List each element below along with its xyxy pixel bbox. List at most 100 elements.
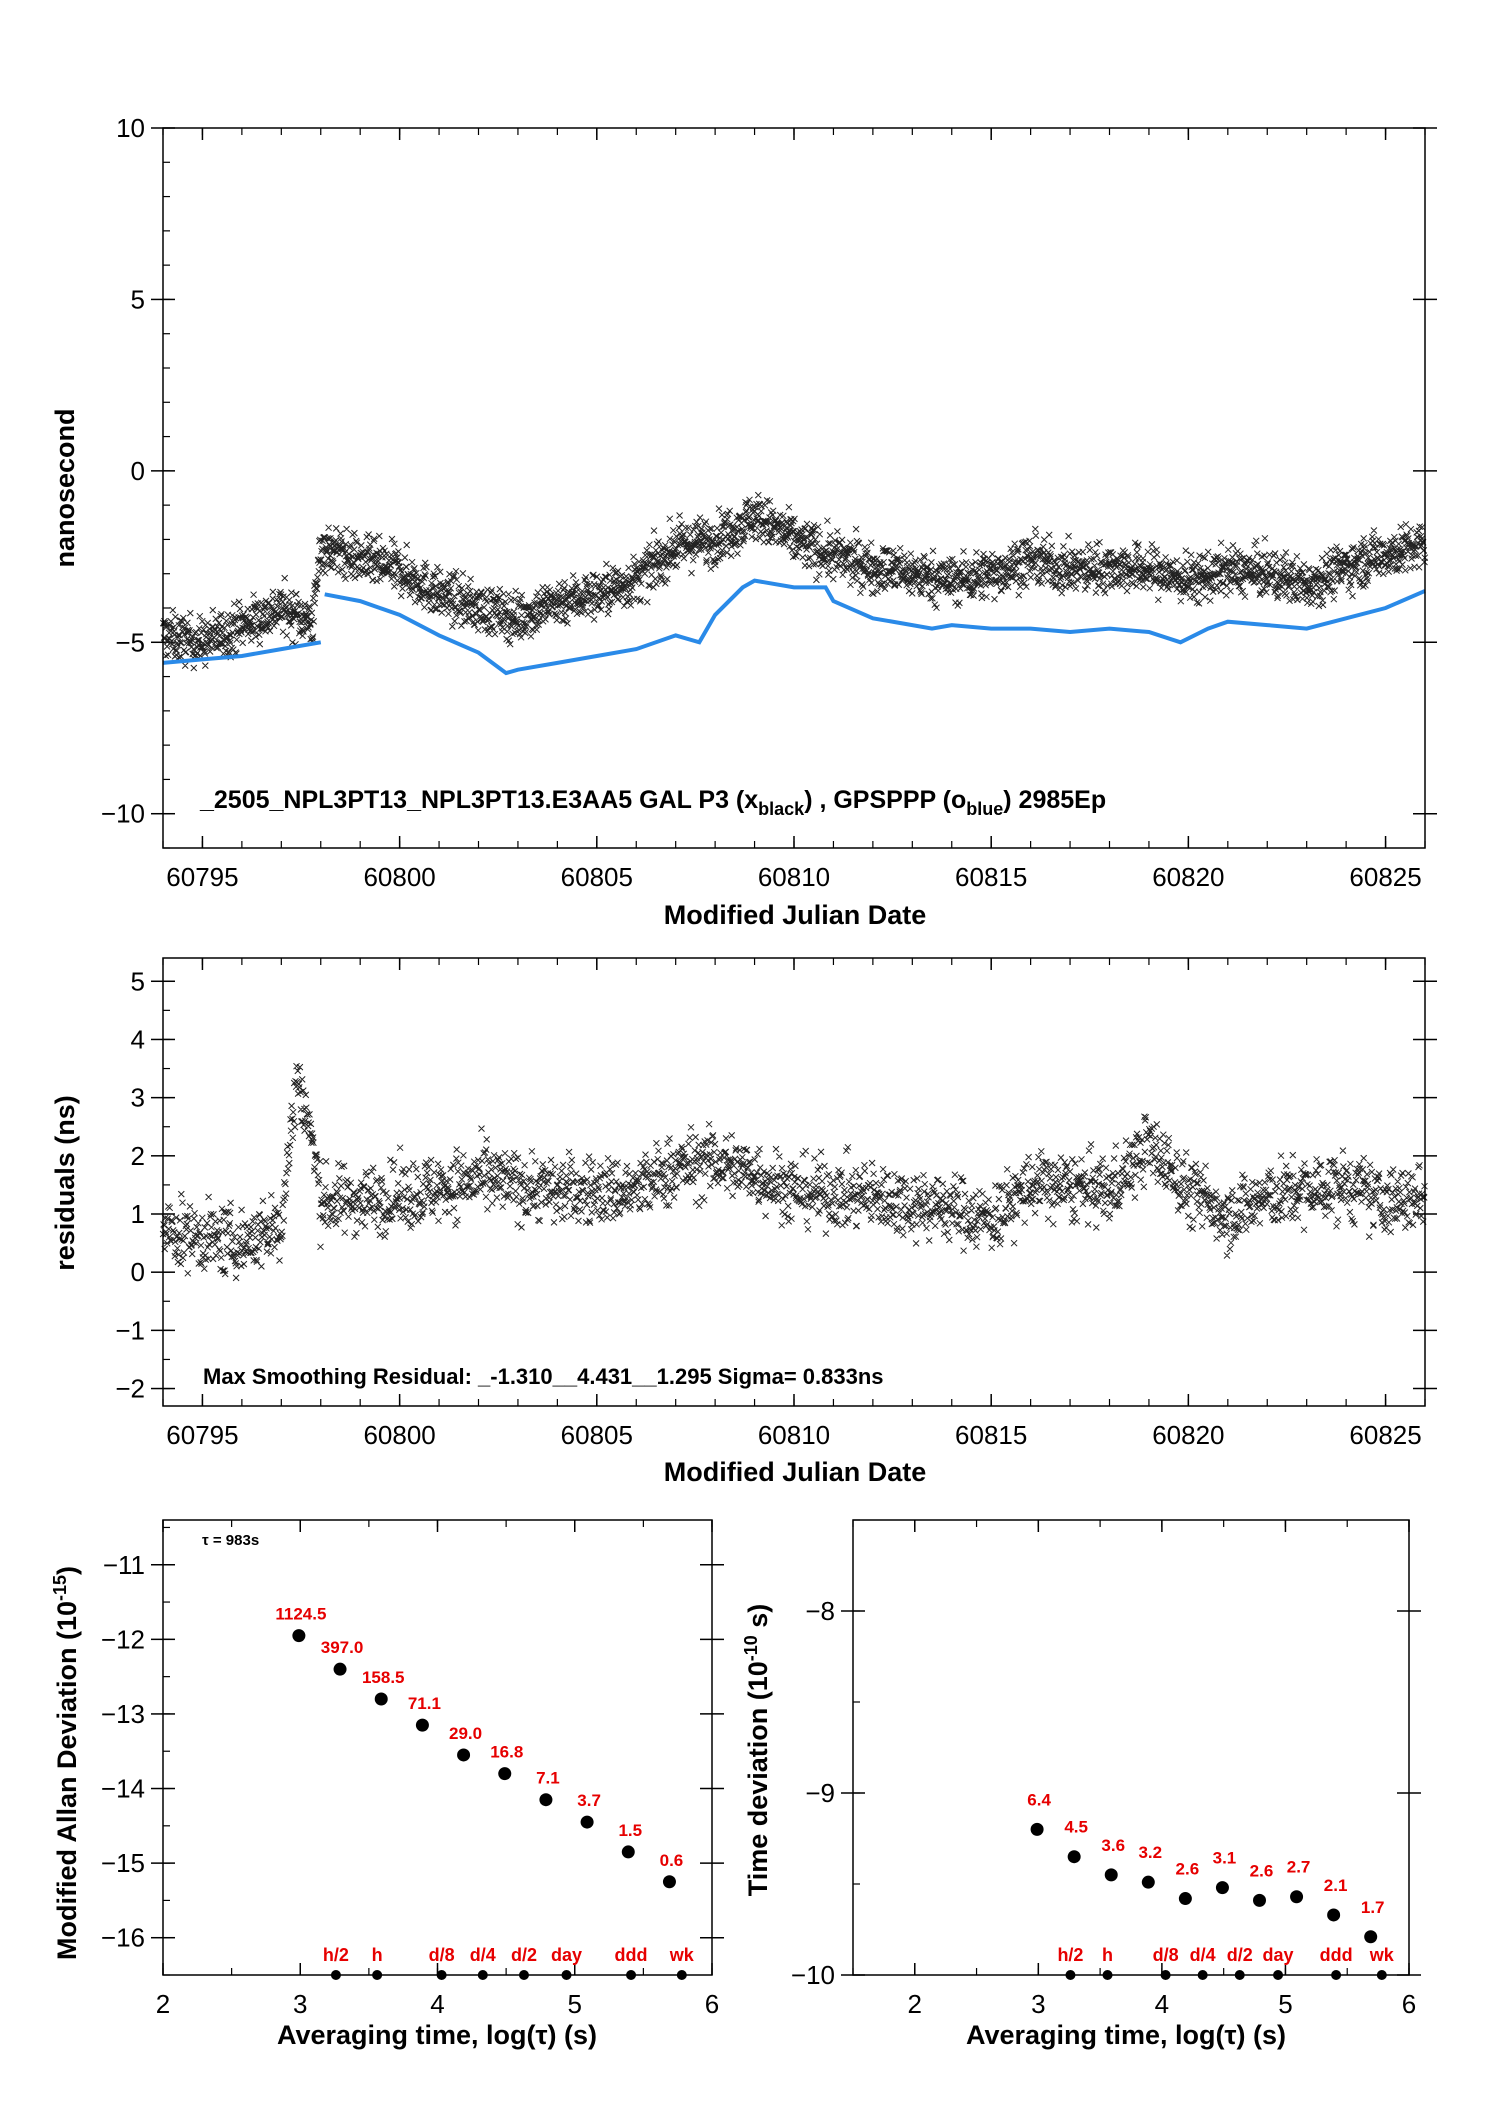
- x-tick-label: 5: [568, 1989, 582, 2019]
- tau-marker-label: h: [1102, 1945, 1113, 1965]
- y-tick-label: −9: [805, 1778, 835, 1808]
- deviation-value-label: 3.6: [1101, 1836, 1125, 1855]
- deviation-point: [415, 1718, 429, 1732]
- residuals-annotation: Max Smoothing Residual: _-1.310__4.431__…: [203, 1364, 884, 1389]
- tau-marker-label: ddd: [1320, 1945, 1353, 1965]
- x-marker-cloud: [159, 491, 1429, 672]
- deviation-point: [662, 1875, 676, 1889]
- y-tick-label: 0: [131, 456, 145, 486]
- x-tick-label: 60810: [758, 862, 830, 892]
- y-tick-label: 0: [131, 1257, 145, 1287]
- deviation-point: [1067, 1850, 1081, 1864]
- deviation-point: [374, 1692, 388, 1706]
- deviation-point: [539, 1793, 553, 1807]
- x-tick-label: 60815: [955, 1420, 1027, 1450]
- residual-points: [159, 1062, 1428, 1282]
- y-tick-label: 1: [131, 1199, 145, 1229]
- y-tick-label: −10: [101, 799, 145, 829]
- deviation-point: [580, 1815, 594, 1829]
- tdev-axes: 2 3 4 5 6 −10 −9 −8: [791, 1519, 1421, 2019]
- residuals-xlabel: Modified Julian Date: [664, 1457, 927, 1487]
- x-tick-label: 60800: [363, 862, 435, 892]
- x-tick-label: 6: [705, 1989, 719, 2019]
- y-tick-label: 10: [116, 113, 145, 143]
- x-tick-label: 60825: [1349, 1420, 1421, 1450]
- gal-p3-points: [159, 491, 1429, 672]
- y-tick-label: −5: [115, 627, 145, 657]
- x-tick-label: 60815: [955, 862, 1027, 892]
- deviation-value-label: 3.1: [1213, 1849, 1237, 1868]
- deviation-value-label: 1.5: [618, 1821, 642, 1840]
- tdev-points: 6.4 4.5 3.6 3.2 2.6 3.1 2.6 2.7 2.1 1.7: [1027, 1790, 1385, 1944]
- y-tick-label: 2: [131, 1141, 145, 1171]
- tdev-tau-markers: h/2 h d/8 d/4 d/2 day ddd wk: [1057, 1945, 1395, 1980]
- timeseries-frame: [162, 127, 1426, 849]
- deviation-value-label: 2.6: [1176, 1860, 1200, 1879]
- x-tick-label: 4: [1155, 1989, 1169, 2019]
- x-tick-label: 60805: [561, 1420, 633, 1450]
- x-tick-label: 5: [1278, 1989, 1292, 2019]
- deviation-value-label: 3.7: [577, 1791, 601, 1810]
- y-tick-label: −15: [101, 1848, 145, 1878]
- tdev-panel: 2 3 4 5 6 −10 −9 −8 6.4 4.5 3.6 3.2 2.6 3.1 2.6 2.7 2.1…: [741, 1519, 1421, 2050]
- gpsppp-line: [162, 578, 1426, 676]
- timeseries-ylabel: nanosecond: [50, 408, 80, 567]
- deviation-point: [1290, 1890, 1304, 1904]
- deviation-point: [457, 1748, 471, 1762]
- y-tick-label: 4: [131, 1024, 145, 1054]
- tau-marker-label: d/8: [429, 1945, 455, 1965]
- deviation-point: [1104, 1868, 1118, 1882]
- mdev-xlabel: Averaging time, log(τ) (s): [277, 2020, 597, 2050]
- deviation-point: [1141, 1875, 1155, 1889]
- y-tick-label: −12: [101, 1624, 145, 1654]
- tau-marker-label: d/8: [1153, 1945, 1179, 1965]
- deviation-point: [333, 1662, 347, 1676]
- tau-marker-label: d/4: [470, 1945, 496, 1965]
- x-tick-label: 2: [156, 1989, 170, 2019]
- deviation-value-label: 2.1: [1324, 1876, 1348, 1895]
- deviation-value-label: 1124.5: [275, 1605, 326, 1624]
- deviation-value-label: 158.5: [362, 1668, 405, 1687]
- tau-marker-label: wk: [669, 1945, 695, 1965]
- x-tick-label: 60820: [1152, 862, 1224, 892]
- y-tick-label: −2: [115, 1374, 145, 1404]
- mdev-frame: [162, 1519, 713, 1976]
- y-tick-label: −1: [115, 1315, 145, 1345]
- deviation-point: [1327, 1908, 1341, 1922]
- y-tick-label: −16: [101, 1923, 145, 1953]
- deviation-value-label: 0.6: [660, 1851, 684, 1870]
- deviation-point: [498, 1767, 512, 1781]
- residuals-ylabel: residuals (ns): [50, 1095, 80, 1271]
- y-tick-label: 5: [131, 284, 145, 314]
- deviation-point: [292, 1629, 306, 1643]
- y-tick-label: −13: [101, 1699, 145, 1729]
- residuals-frame: [162, 957, 1426, 1407]
- x-tick-label: 3: [293, 1989, 307, 2019]
- x-marker-cloud: [159, 1062, 1428, 1282]
- y-tick-label: 3: [131, 1083, 145, 1113]
- tdev-ylabel: Time deviation (10-10 s): [741, 1604, 773, 1897]
- deviation-value-label: 71.1: [408, 1694, 441, 1713]
- residuals-panel: 60795 60800 60805 60810 60815 60820 60825 −2 −1 0…: [50, 957, 1437, 1487]
- deviation-value-label: 7.1: [536, 1769, 560, 1788]
- deviation-value-label: 2.7: [1287, 1858, 1311, 1877]
- tau-marker-label: h: [372, 1945, 383, 1965]
- x-tick-label: 60795: [166, 1420, 238, 1450]
- deviation-value-label: 29.0: [449, 1724, 482, 1743]
- tau-marker-label: d/2: [1227, 1945, 1253, 1965]
- x-tick-label: 6: [1402, 1989, 1416, 2019]
- mdev-axes: 2 3 4 5 6 −16 −15 −14 −13 −12 −11: [101, 1520, 724, 2019]
- deviation-value-label: 4.5: [1064, 1818, 1088, 1837]
- tau-marker-label: day: [1263, 1945, 1294, 1965]
- tau-marker-label: d/4: [1190, 1945, 1216, 1965]
- tau-marker-label: h/2: [1057, 1945, 1083, 1965]
- x-tick-label: 2: [908, 1989, 922, 2019]
- x-tick-label: 60810: [758, 1420, 830, 1450]
- tau-marker-label: day: [551, 1945, 582, 1965]
- mdev-ylabel: Modified Allan Deviation (10-15): [50, 1566, 82, 1960]
- deviation-value-label: 1.7: [1361, 1898, 1385, 1917]
- tau-marker-label: h/2: [323, 1945, 349, 1965]
- x-tick-label: 60795: [166, 862, 238, 892]
- mdev-tau-note: τ = 983s: [202, 1532, 259, 1549]
